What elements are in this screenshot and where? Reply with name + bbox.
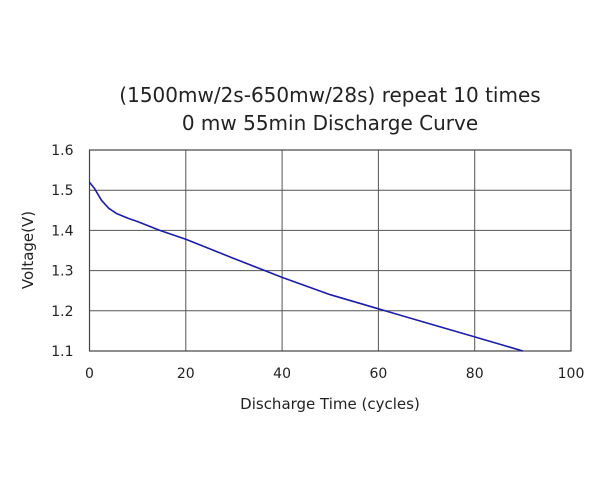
series-group [88,181,524,352]
y-tick-label: 1.1 [51,344,73,360]
y-axis-ticks: 1.1 1.2 1.3 1.4 1.5 1.6 [51,143,73,360]
x-tick-label: 20 [177,366,195,382]
y-tick-label: 1.2 [51,304,73,320]
grid [88,149,572,352]
y-tick-label: 1.6 [51,143,73,159]
chart-title-line-2: 0 mw 55min Discharge Curve [182,111,478,135]
x-axis-ticks: 0 20 40 60 80 100 [85,366,584,382]
y-tick-label: 1.4 [51,223,73,239]
x-tick-label: 80 [466,366,484,382]
y-tick-label: 1.5 [51,183,73,199]
x-axis-label: Discharge Time (cycles) [240,395,420,413]
chart-title-line-1: (1500mw/2s-650mw/28s) repeat 10 times [119,83,540,107]
y-axis-label: Voltage(V) [19,211,37,289]
discharge-curve [88,181,524,352]
y-tick-label: 1.3 [51,264,73,280]
x-tick-label: 100 [558,366,585,382]
x-tick-label: 60 [369,366,387,382]
plot-frame [88,149,572,352]
x-tick-label: 0 [85,366,94,382]
x-tick-label: 40 [273,366,291,382]
